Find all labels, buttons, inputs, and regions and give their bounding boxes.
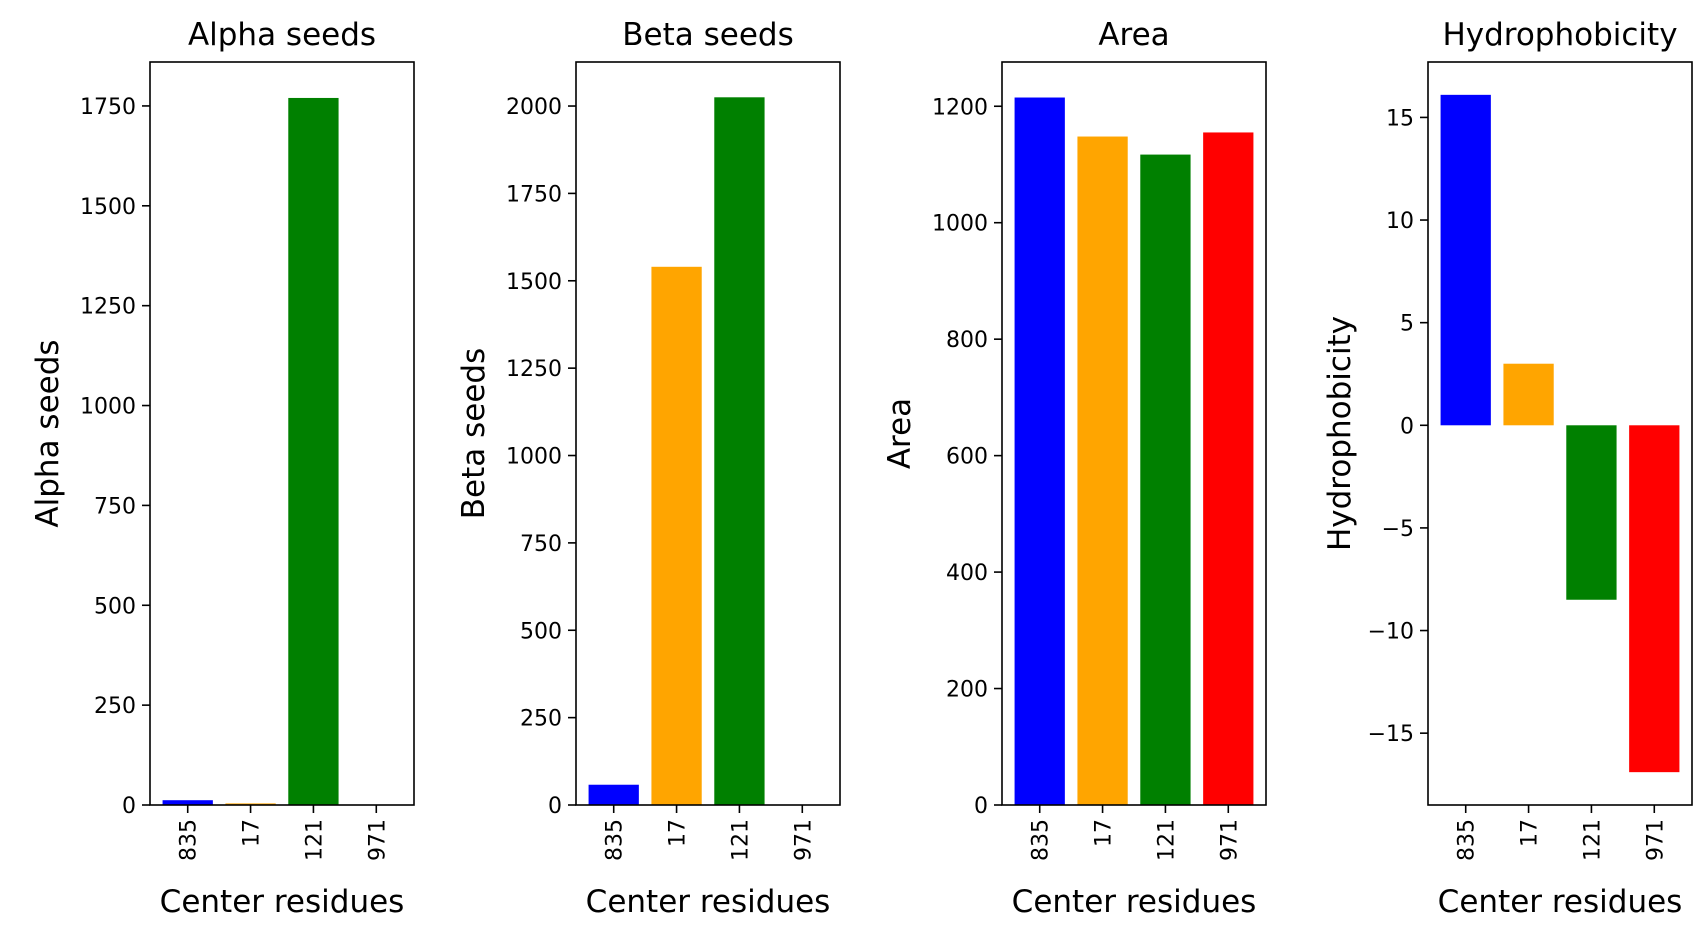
x-tick-label: 121 xyxy=(728,819,753,861)
chart-title: Area xyxy=(1098,17,1169,53)
y-tick-label: 1500 xyxy=(80,195,136,220)
y-tick-label: −5 xyxy=(1382,517,1414,542)
y-tick-label: 1750 xyxy=(80,95,136,120)
y-tick-label: 500 xyxy=(520,619,562,644)
y-tick-label: 0 xyxy=(122,794,136,819)
y-tick-label: 15 xyxy=(1386,106,1414,131)
x-tick-label: 17 xyxy=(1518,819,1543,847)
x-tick-label: 835 xyxy=(1455,819,1480,861)
bar-17 xyxy=(1503,363,1554,426)
y-tick-label: 1500 xyxy=(506,270,562,295)
x-tick-label: 835 xyxy=(177,819,202,861)
y-tick-label: 0 xyxy=(1400,414,1414,439)
y-axis-label: Alpha seeds xyxy=(30,339,66,527)
y-tick-label: 1250 xyxy=(506,357,562,382)
axes-frame xyxy=(1001,61,1267,806)
y-axis-label: Area xyxy=(882,398,918,469)
x-tick-label: 971 xyxy=(1643,819,1668,861)
bar-971 xyxy=(1203,132,1254,805)
bar-835 xyxy=(162,800,213,805)
x-tick-label: 971 xyxy=(365,819,390,861)
y-tick-label: 1250 xyxy=(80,295,136,320)
y-tick-label: 800 xyxy=(946,328,988,353)
y-tick-label: 250 xyxy=(94,694,136,719)
y-tick-label: 0 xyxy=(548,794,562,819)
x-tick-label: 121 xyxy=(1154,819,1179,861)
x-tick-label: 835 xyxy=(1029,819,1054,861)
y-tick-label: 200 xyxy=(946,678,988,703)
bar-17 xyxy=(1077,136,1128,806)
y-axis-label: Hydrophobicity xyxy=(1322,316,1358,551)
x-tick-label: 835 xyxy=(603,819,628,861)
chart-title: Hydrophobicity xyxy=(1442,17,1677,53)
axes-frame xyxy=(149,61,415,806)
y-tick-label: 600 xyxy=(946,445,988,470)
x-tick-label: 17 xyxy=(666,819,691,847)
x-axis-label: Center residues xyxy=(1438,884,1683,920)
chart-panel-3: 0 200 400 600 800 1000 1200 835 17 121 971 Area Cent… xyxy=(882,17,1267,920)
bar-835 xyxy=(1014,97,1065,805)
x-axis-label: Center residues xyxy=(586,884,831,920)
y-tick-label: 750 xyxy=(520,532,562,557)
bar-121 xyxy=(288,97,339,806)
y-tick-label: 500 xyxy=(94,594,136,619)
y-tick-label: 750 xyxy=(94,494,136,519)
y-tick-label: 10 xyxy=(1386,209,1414,234)
x-axis-label: Center residues xyxy=(1012,884,1257,920)
chart-panel-1: 0 250 500 750 1000 1250 1500 1750 835 17 121 971 Alp… xyxy=(30,17,415,920)
y-tick-label: −15 xyxy=(1368,722,1414,747)
y-tick-label: 250 xyxy=(520,707,562,732)
y-axis-label: Beta seeds xyxy=(456,348,492,519)
x-tick-label: 121 xyxy=(302,819,327,861)
x-tick-label: 121 xyxy=(1580,819,1605,861)
y-tick-label: 1000 xyxy=(506,445,562,470)
y-tick-label: 1200 xyxy=(932,95,988,120)
bar-835 xyxy=(1440,94,1491,426)
axes-frame xyxy=(575,61,841,806)
y-tick-label: 1000 xyxy=(80,395,136,420)
bar-121 xyxy=(1140,154,1191,805)
chart-panel-4: −15 −10 −5 0 5 10 15 835 17 121 971 Hydrophobicity C… xyxy=(1322,17,1693,920)
chart-title: Beta seeds xyxy=(622,17,793,53)
axes-frame xyxy=(1427,61,1693,806)
y-tick-label: −10 xyxy=(1368,620,1414,645)
x-tick-label: 971 xyxy=(1217,819,1242,861)
y-tick-label: 2000 xyxy=(506,95,562,120)
bar-971 xyxy=(1629,425,1680,773)
y-tick-label: 5 xyxy=(1400,312,1414,337)
y-tick-label: 1750 xyxy=(506,182,562,207)
x-axis-label: Center residues xyxy=(160,884,405,920)
y-tick-label: 1000 xyxy=(932,212,988,237)
bar-121 xyxy=(714,97,765,806)
x-tick-label: 971 xyxy=(791,819,816,861)
x-tick-label: 17 xyxy=(240,819,265,847)
x-tick-label: 17 xyxy=(1092,819,1117,847)
bar-17 xyxy=(651,266,702,805)
bar-835 xyxy=(588,784,639,805)
y-tick-label: 0 xyxy=(974,794,988,819)
y-tick-label: 400 xyxy=(946,561,988,586)
bar-121 xyxy=(1566,425,1617,600)
chart-panel-2: 0 250 500 750 1000 1250 1500 1750 2000 835 17 121 97… xyxy=(456,17,841,920)
chart-title: Alpha seeds xyxy=(188,17,376,53)
